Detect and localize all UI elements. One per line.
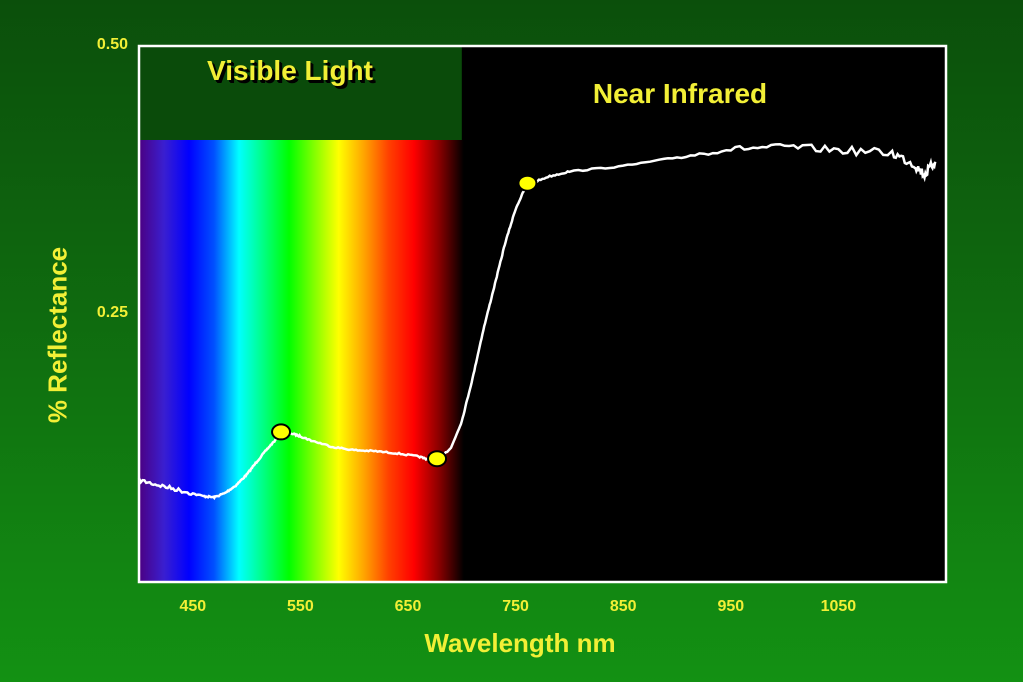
curve-marker-2	[517, 174, 538, 192]
visible-light-band	[139, 46, 462, 140]
x-tick-label: 950	[717, 598, 745, 615]
curve-marker-1	[427, 450, 448, 468]
y-axis-label: % Reflectance	[42, 246, 73, 424]
visible-spectrum-band	[139, 140, 464, 582]
x-tick-label: 750	[502, 598, 529, 615]
x-tick-label: 550	[287, 598, 314, 615]
x-tick-label: 850	[609, 598, 637, 615]
y-tick-label: 0.25	[96, 304, 128, 321]
x-tick-label: 1050	[820, 598, 857, 615]
plot-frame	[137, 44, 948, 584]
curve-markers	[271, 174, 538, 468]
x-tick-label: 450	[179, 598, 207, 615]
y-tick-label: 0.50	[96, 36, 128, 53]
visible-light-label: Visible Light	[207, 55, 373, 86]
x-tick-label: 650	[394, 598, 422, 615]
x-axis-label: Wavelength nm	[424, 628, 616, 658]
curve-marker-0	[271, 423, 292, 441]
near-infrared-label: Near Infrared	[592, 78, 768, 109]
